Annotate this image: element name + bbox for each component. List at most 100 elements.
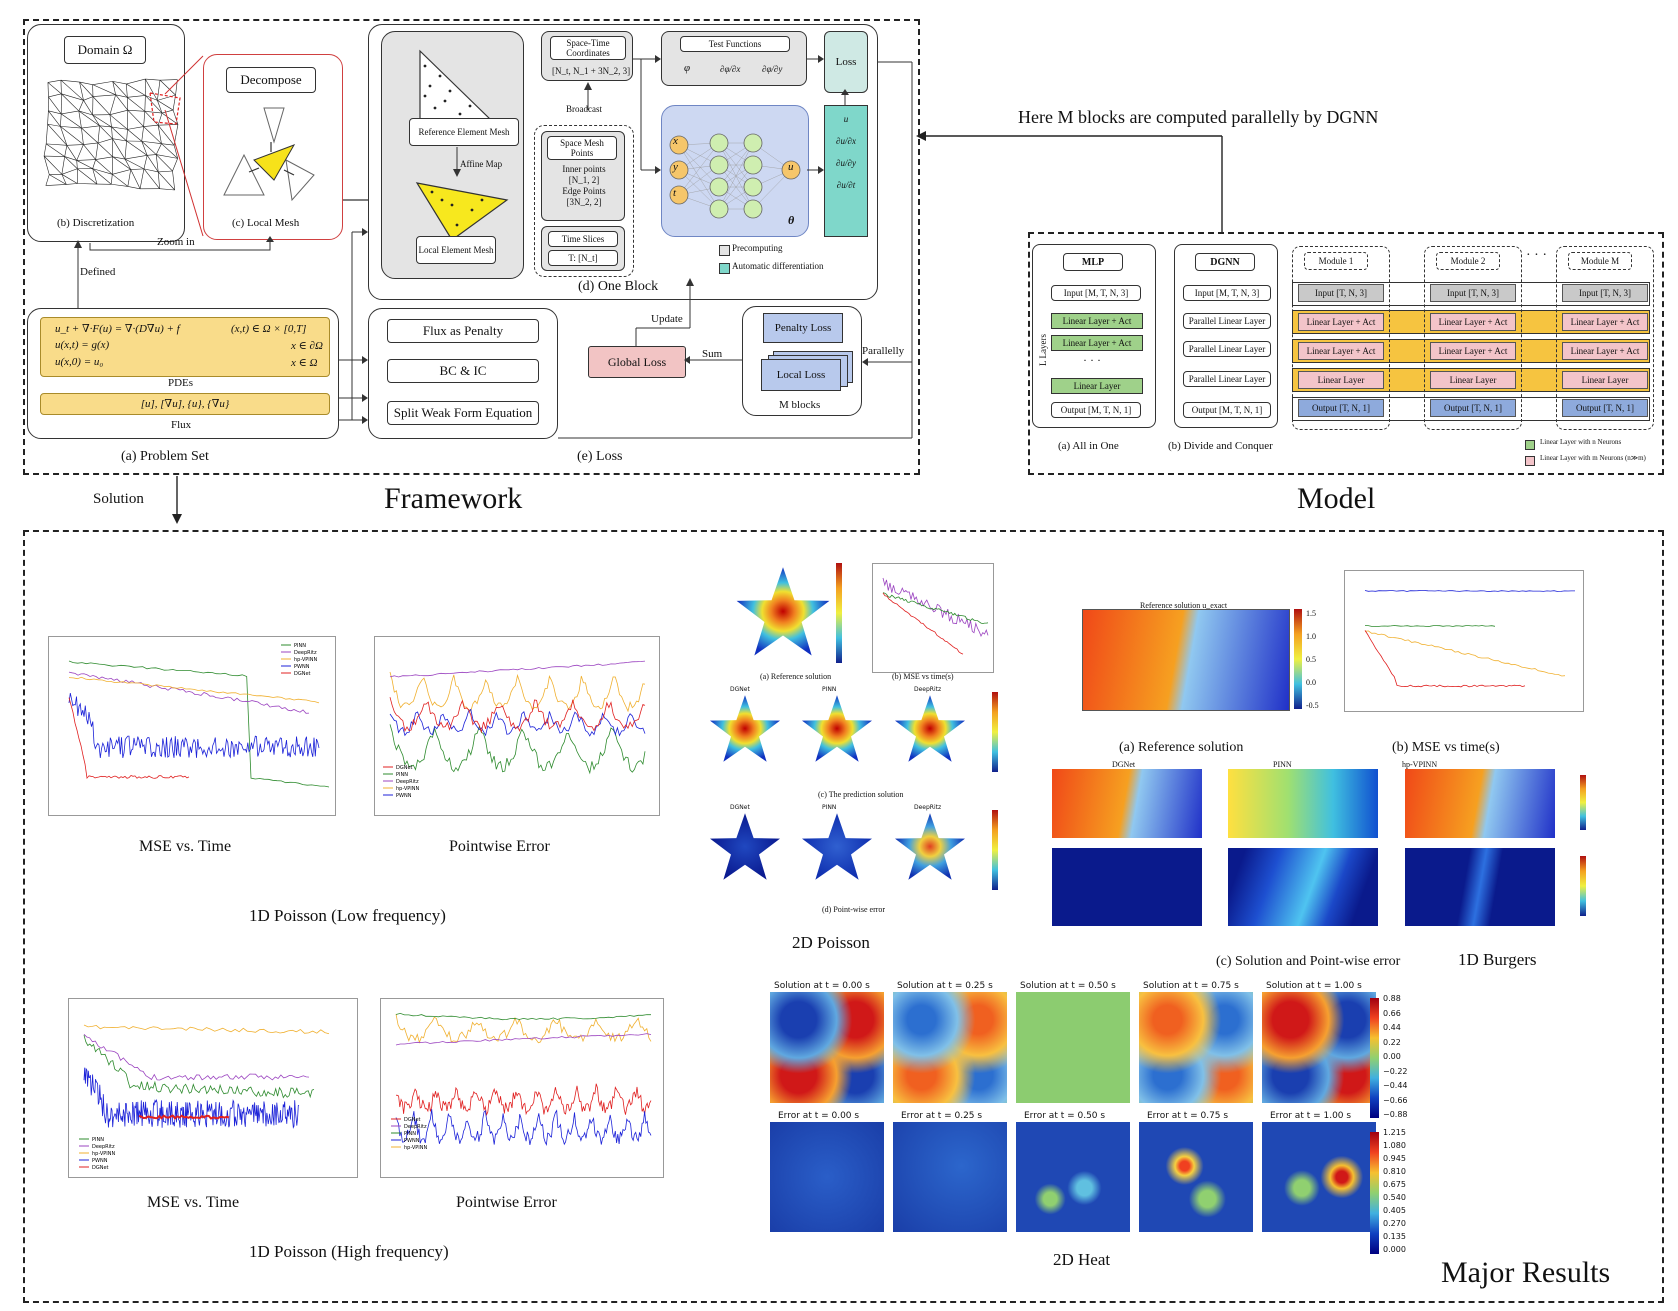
- poisson2d-ref-cbar: [836, 563, 842, 663]
- poisson2d-mse-plot: [872, 563, 994, 673]
- domain-box: Domain Ω (b) Discretization: [27, 24, 185, 242]
- legend-entry: hp-VPINN: [404, 1145, 428, 1151]
- heat-err-tick: 0.000: [1383, 1245, 1406, 1254]
- series-line: [389, 660, 646, 678]
- heat-err-cbar: [1370, 1132, 1379, 1254]
- poisson2d-err-caption: (d) Point-wise error: [822, 905, 886, 914]
- legend-entry: DeepRitz: [404, 1124, 427, 1130]
- series-line: [68, 693, 320, 759]
- series-line: [882, 592, 989, 625]
- nn-node: [743, 177, 763, 197]
- series-line: [389, 671, 646, 713]
- framework-title: Framework: [384, 482, 523, 515]
- sum-label: Sum: [702, 348, 723, 360]
- burgers-mse-caption: (b) MSE vs time(s): [1392, 740, 1500, 755]
- model-arrow: [916, 131, 1223, 232]
- affine-map-label: Affine Map: [460, 159, 503, 169]
- heat-sol-tick: 0.66: [1383, 1008, 1401, 1018]
- series-line: [68, 671, 310, 714]
- poisson2d-method-2: DeepRitz: [914, 686, 942, 693]
- broadcast-arrow: [584, 82, 592, 110]
- bc-ic-box: BC & IC: [387, 359, 539, 383]
- nn-input-x: x: [673, 135, 678, 147]
- module-row: Linear Layer + Act: [1298, 342, 1384, 360]
- legend-entry: PWNN: [404, 1138, 420, 1144]
- heat-sol-map-2: [1016, 992, 1130, 1103]
- nn-node: [669, 135, 689, 155]
- zoom-in-label: Zoom in: [157, 236, 195, 248]
- legend-autodiff-swatch: [719, 263, 730, 274]
- heat-err-tick: 0.810: [1383, 1167, 1406, 1176]
- heat-err-tick: 0.945: [1383, 1154, 1406, 1163]
- mlp-title: MLP: [1063, 253, 1123, 271]
- series-line: [395, 1013, 652, 1044]
- burgers-dgnet-err: [1052, 848, 1202, 926]
- pdes-label: PDEs: [168, 377, 194, 389]
- burgers-cbar-3: 0.5: [1306, 655, 1316, 664]
- poisson2d-err-dgnet: [710, 813, 780, 880]
- element-mesh-panel: Reference Element Mesh Affine Map Local …: [381, 31, 524, 279]
- legend-entry: DGNet: [396, 765, 413, 771]
- heat-err-map-2: [1016, 1122, 1130, 1232]
- legend-entry: PINN: [92, 1137, 104, 1143]
- heat-err-tick: 0.270: [1383, 1219, 1406, 1228]
- poisson-high-title: 1D Poisson (High frequency): [249, 1242, 449, 1261]
- module-row: Output [T, N, 1]: [1430, 399, 1516, 417]
- legend-entry: DGNet: [92, 1165, 109, 1171]
- mlp-layer-2: Linear Layer + Act: [1051, 335, 1143, 351]
- nn-node: [709, 155, 729, 175]
- legend-entry: PWNN: [92, 1158, 108, 1164]
- series-line: [68, 697, 190, 780]
- series-line: [83, 1034, 310, 1081]
- heat-err-title-1: Error at t = 0.25 s: [901, 1111, 983, 1121]
- m-blocks-box: Penalty Loss Local Loss M blocks: [742, 306, 862, 416]
- poisson2d-method-1: PINN: [822, 686, 837, 693]
- heat-sol-title-0: Solution at t = 0.00 s: [774, 981, 870, 991]
- problem-set-caption: (a) Problem Set: [121, 449, 209, 464]
- module-row: Linear Layer + Act: [1430, 342, 1516, 360]
- m-blocks-label: M blocks: [779, 399, 821, 411]
- module-row: Input [T, N, 3]: [1298, 284, 1384, 302]
- poisson-high-pw-plot: DGNet DeepRitz PINN PWNN hp-VPINN: [380, 998, 664, 1178]
- series-line: [395, 1083, 652, 1117]
- heat-sol-cbar: [1370, 998, 1379, 1118]
- series-line: [1364, 625, 1496, 627]
- legend-entry: hp-VPINN: [92, 1151, 116, 1157]
- module-row: Linear Layer + Act: [1562, 313, 1648, 331]
- module-row: Input [T, N, 3]: [1562, 284, 1648, 302]
- space-mesh-panel: Space Mesh Points Inner points [N_1, 2] …: [541, 131, 625, 221]
- module-row: Linear Layer + Act: [1562, 342, 1648, 360]
- heat-err-tick: 0.135: [1383, 1232, 1406, 1241]
- module-row: Output [T, N, 1]: [1298, 399, 1384, 417]
- module-title-2: Module 2: [1436, 252, 1500, 270]
- burgers-cbar-2: [1580, 775, 1586, 830]
- heat-sol-tick: −0.88: [1383, 1110, 1408, 1119]
- module-row: Linear Layer: [1562, 371, 1648, 389]
- heat-sol-tick: −0.22: [1383, 1066, 1408, 1076]
- mlp-layer-1: Linear Layer + Act: [1051, 313, 1143, 329]
- module-frame-2: [1424, 246, 1522, 430]
- one-block-caption: (d) One Block: [578, 279, 659, 294]
- heat-sol-title-1: Solution at t = 0.25 s: [897, 981, 993, 991]
- heat-err-map-3: [1139, 1122, 1253, 1232]
- solution-label: Solution: [93, 491, 144, 507]
- burgers-pinn-sol: [1228, 769, 1378, 838]
- legend-precomputing: Precomputing: [732, 243, 783, 253]
- legend-entry: DeepRitz: [396, 779, 419, 785]
- heat-sol-map-3: [1139, 992, 1253, 1103]
- heat-err-title-0: Error at t = 0.00 s: [778, 1111, 860, 1121]
- module-dots: · · ·: [1526, 248, 1547, 263]
- nn-output-u: u: [788, 161, 794, 173]
- heat-err-title-4: Error at t = 1.00 s: [1270, 1111, 1352, 1121]
- module-title-3: Module M: [1568, 252, 1632, 270]
- mlp-caption: (a) All in One: [1058, 440, 1119, 452]
- series-line: [1364, 630, 1566, 677]
- legend-entry: DeepRitz: [294, 650, 317, 656]
- burgers-sol-caption: (c) Solution and Point-wise error: [1216, 954, 1401, 969]
- series-line: [395, 1109, 652, 1146]
- local-element: [415, 182, 509, 241]
- pde-equations: u_t + ∇·F(u) = ∇·(D∇u) + f u(x,t) = g(x)…: [40, 317, 330, 377]
- burgers-ref-plot: [1082, 609, 1290, 711]
- dgnn-title: DGNN: [1195, 253, 1255, 271]
- burgers-title: 1D Burgers: [1458, 950, 1537, 969]
